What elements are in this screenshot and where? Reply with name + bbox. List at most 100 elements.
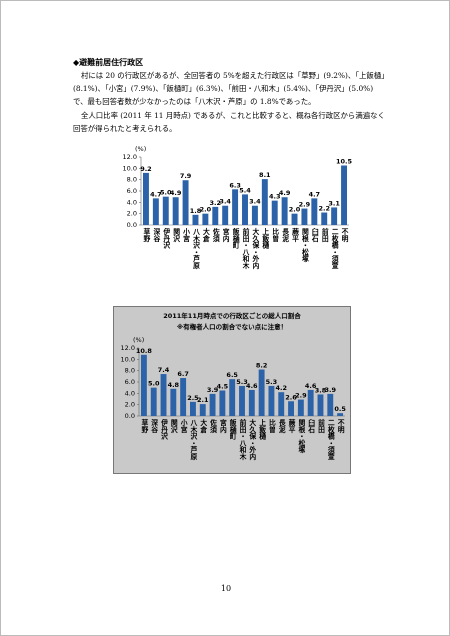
data-label: 2.9 <box>299 201 311 209</box>
x-tick-label: 大倉 <box>201 227 210 243</box>
bar <box>251 205 258 225</box>
x-tick-label: 深谷 <box>152 227 160 243</box>
y-tick-label: 10.0 <box>121 355 135 363</box>
x-tick-label: 不明 <box>336 419 344 434</box>
data-label: 4.7 <box>309 190 321 198</box>
bar <box>152 198 159 225</box>
x-tick-label: 二枚橋・須萱 <box>326 419 334 461</box>
bar <box>202 213 209 225</box>
data-label: 5.4 <box>239 186 251 194</box>
x-tick-label: 小宮 <box>182 227 191 243</box>
data-label: 6.7 <box>177 370 189 378</box>
data-label: 7.4 <box>158 366 170 374</box>
bar <box>331 207 338 225</box>
bar <box>258 369 265 416</box>
x-tick-label: 伊丹沢 <box>160 418 169 441</box>
data-label: 2.2 <box>318 205 330 213</box>
x-tick-label: 八木沢・芦原 <box>191 228 200 270</box>
y-tick-label: 4.0 <box>125 389 135 397</box>
y-tick-label: 8.0 <box>127 176 137 184</box>
bar <box>222 205 229 225</box>
bar <box>229 379 236 416</box>
data-label: 3.9 <box>207 386 219 394</box>
bar <box>142 172 149 225</box>
x-tick-label: 上飯樋 <box>258 418 267 441</box>
y-tick-label: 6.0 <box>127 187 137 195</box>
y-unit: (%) <box>133 336 144 344</box>
bar <box>317 394 324 416</box>
x-tick-label: 前田 <box>320 227 328 243</box>
x-tick-label: 佐須 <box>211 227 220 243</box>
data-label: 3.2 <box>210 199 222 207</box>
x-tick-label: 宮内 <box>221 227 229 243</box>
x-tick-label: 蕨平 <box>291 227 299 243</box>
bar <box>162 196 169 225</box>
data-label: 9.2 <box>140 165 152 173</box>
bar <box>172 197 179 225</box>
data-label: 1.8 <box>190 207 202 215</box>
bar <box>288 401 294 416</box>
y-tick-label: 4.0 <box>127 198 137 206</box>
data-label: 7.9 <box>180 172 192 180</box>
x-tick-label: 佐須 <box>209 418 218 434</box>
y-tick-label: 2.0 <box>125 401 135 409</box>
bar <box>232 189 239 225</box>
paragraph: 村には 20 の行政区があるが、全回答者の 5%を超えた行政区は「草野」(9.2… <box>73 71 385 106</box>
bar <box>182 180 189 225</box>
bar <box>150 387 157 416</box>
bar <box>242 194 248 225</box>
data-label: 4.9 <box>279 189 291 197</box>
data-label: 4.3 <box>269 193 281 201</box>
x-tick-label: 前田・八和木 <box>241 227 250 270</box>
data-label: 4.9 <box>170 189 182 197</box>
data-label: 5.3 <box>266 378 278 386</box>
x-tick-label: 臼石 <box>307 418 316 434</box>
bar <box>160 374 167 416</box>
x-tick-label: 二枚橋・須萱 <box>330 228 338 270</box>
bar <box>278 392 285 416</box>
data-label: 3.4 <box>219 198 231 206</box>
x-tick-label: 八木沢・芦原 <box>189 419 198 461</box>
bar <box>297 399 304 416</box>
bar <box>192 214 199 225</box>
y-tick-label: 0.0 <box>127 221 137 229</box>
bar <box>261 179 268 225</box>
y-tick-label: 8.0 <box>125 367 135 375</box>
data-label: 4.2 <box>275 384 287 392</box>
x-tick-label: 関沢 <box>172 227 180 243</box>
paragraph: 全人口比率 (2011 年 11 月時点) であるが、これと比較すると、概ね各行… <box>73 111 385 133</box>
bar <box>190 401 196 416</box>
data-label: 6.5 <box>226 371 238 379</box>
chart-title: 2011年11月時点での行政区ごとの総人口割合 <box>163 311 301 320</box>
bar <box>281 197 288 225</box>
bar <box>209 393 216 416</box>
x-tick-label: 深谷 <box>150 418 158 434</box>
x-tick-label: 比曽 <box>267 418 275 434</box>
x-tick-label: 大久保・外内 <box>248 418 257 461</box>
bar <box>341 165 348 225</box>
bar <box>337 413 344 416</box>
x-tick-label: 関沢 <box>169 418 177 434</box>
data-label: 6.3 <box>229 181 241 189</box>
bar <box>307 389 314 416</box>
data-label: 4.8 <box>168 381 180 389</box>
bar <box>219 390 226 416</box>
data-label: 4.6 <box>305 382 317 390</box>
data-label: 0.5 <box>334 405 346 413</box>
y-tick-label: 12.0 <box>123 153 137 161</box>
data-label: 2.0 <box>289 206 301 214</box>
data-label: 4.7 <box>150 190 162 198</box>
bar <box>301 208 308 225</box>
bar <box>199 404 206 416</box>
data-label: 2.6 <box>285 393 297 401</box>
bar <box>140 354 147 416</box>
data-label: 2.1 <box>197 396 209 404</box>
data-label: 3.4 <box>249 198 261 206</box>
data-label: 5.3 <box>236 378 248 386</box>
chart: (%) 0.0 2.0 4.0 6.0 8.0 10.0 12.09.2 草野 4.7 深谷 5.0 伊… <box>123 145 353 270</box>
data-label: 10.8 <box>136 347 153 355</box>
x-tick-label: 伊丹沢 <box>162 227 171 250</box>
x-tick-label: 草野 <box>142 227 150 243</box>
x-tick-label: 長泥 <box>281 227 289 243</box>
